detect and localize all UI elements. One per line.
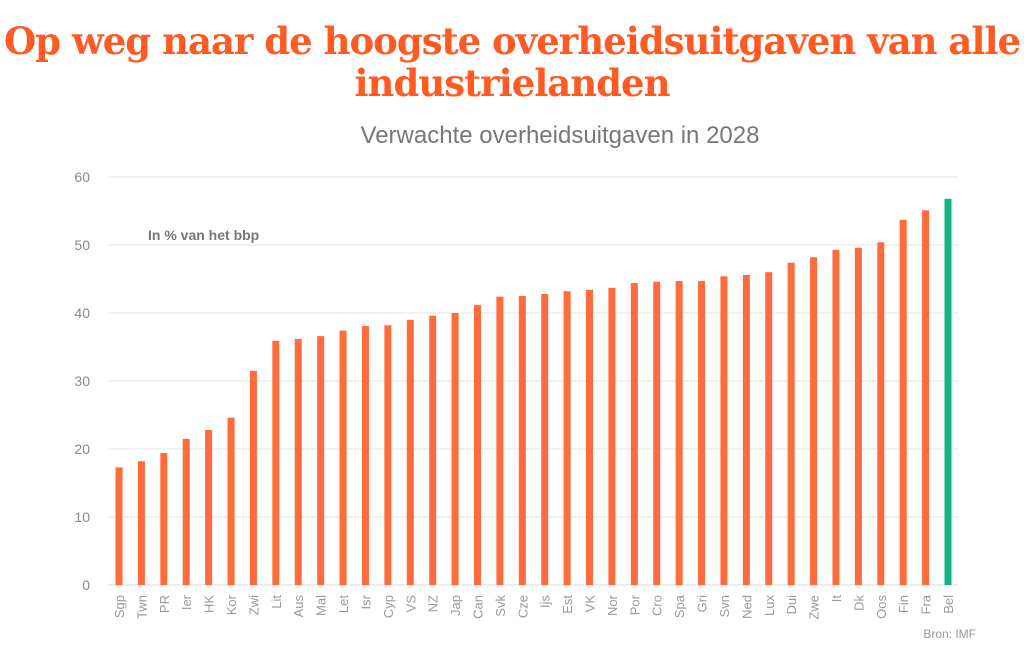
y-tick-label: 10 <box>74 509 90 525</box>
bar-bel <box>944 198 952 585</box>
x-tick-label: Zwe <box>807 595 822 620</box>
x-tick-label: NZ <box>426 595 441 612</box>
x-tick-label: Let <box>336 595 351 613</box>
x-tick-label: Bel <box>941 595 956 614</box>
bar-can <box>473 304 481 585</box>
x-tick-label: Nor <box>605 594 620 616</box>
x-tick-label: Ned <box>739 595 754 619</box>
bar-hk <box>205 429 213 585</box>
bar-sgp <box>115 467 123 585</box>
bar-svk <box>496 296 504 585</box>
x-tick-label: Cze <box>515 595 530 618</box>
bar-dk <box>854 247 862 585</box>
x-tick-label: Ier <box>179 594 194 610</box>
x-tick-label: Spa <box>672 594 687 618</box>
bar-lux <box>765 272 773 585</box>
x-tick-label: Sgp <box>112 595 127 618</box>
x-tick-label: Cyp <box>381 595 396 618</box>
bar-cze <box>518 296 526 585</box>
chart-title: Op weg naar de hoogste overheidsuitgaven… <box>3 19 1021 105</box>
x-tick-label: Ijs <box>538 595 553 609</box>
x-tick-label: Dui <box>784 595 799 615</box>
y-tick-label: 30 <box>74 373 90 389</box>
x-tick-label: Aus <box>291 595 306 618</box>
x-tick-label: Svn <box>717 595 732 617</box>
x-tick-label: HK <box>202 595 217 613</box>
bar-cro <box>653 281 661 585</box>
bar-nz <box>429 315 437 585</box>
bar-est <box>563 291 571 585</box>
y-tick-label: 60 <box>74 169 90 185</box>
bar-vk <box>586 289 594 585</box>
x-tick-label: Est <box>560 595 575 614</box>
x-tick-label: Isr <box>358 594 373 609</box>
bar-jap <box>451 313 459 585</box>
y-tick-label: 40 <box>74 305 90 321</box>
bar-fin <box>899 219 907 585</box>
x-tick-label: Por <box>627 594 642 615</box>
x-tick-label: Zwi <box>246 595 261 615</box>
bar-kor <box>227 417 235 585</box>
bar-it <box>832 249 840 585</box>
bar-aus <box>294 338 302 585</box>
bar-vs <box>406 319 414 585</box>
bar-cyp <box>384 325 392 585</box>
bar-ned <box>742 274 750 585</box>
x-tick-label: PR <box>157 595 172 613</box>
x-tick-label: Svk <box>493 595 508 617</box>
y-tick-label: 20 <box>74 441 90 457</box>
bar-pr <box>160 453 168 585</box>
x-tick-label: Lux <box>762 595 777 616</box>
x-tick-label: Oos <box>874 595 889 619</box>
bar-svn <box>720 276 728 585</box>
x-tick-label: Twn <box>134 595 149 619</box>
y-tick-label: 0 <box>82 577 90 593</box>
bar-nor <box>608 287 616 585</box>
bar-lit <box>272 340 280 585</box>
unit-annotation: In % van het bbp <box>148 227 259 243</box>
bar-oos <box>877 242 885 585</box>
bar-dui <box>787 262 795 585</box>
bar-zwe <box>810 257 818 585</box>
bar-ier <box>182 438 190 585</box>
bar-zwi <box>249 370 257 585</box>
source-note: Bron: IMF <box>923 627 976 641</box>
x-tick-label: Fra <box>919 594 934 614</box>
y-tick-label: 50 <box>74 237 90 253</box>
bar-let <box>339 330 347 585</box>
x-tick-label: Lit <box>269 595 284 609</box>
x-tick-label: Fin <box>896 595 911 613</box>
x-tick-label: Mal <box>314 595 329 616</box>
x-tick-label: Cro <box>650 595 665 616</box>
x-tick-label: Can <box>470 595 485 619</box>
bar-ijs <box>541 293 549 585</box>
bar-mal <box>317 336 325 585</box>
x-tick-label: VS <box>403 595 418 613</box>
x-tick-label: Dk <box>851 595 866 611</box>
chart-subtitle: Verwachte overheidsuitgaven in 2028 <box>360 122 760 149</box>
bar-spa <box>675 281 683 585</box>
bar-twn <box>137 461 145 585</box>
bar-gri <box>698 281 706 585</box>
x-tick-label: Kor <box>224 594 239 615</box>
x-tick-label: It <box>829 595 844 603</box>
bar-por <box>630 283 638 585</box>
x-tick-label: Gri <box>695 595 710 612</box>
bar-fra <box>922 210 930 585</box>
x-tick-label: Jap <box>448 595 463 616</box>
bar-isr <box>361 325 369 585</box>
x-tick-label: VK <box>583 595 598 613</box>
